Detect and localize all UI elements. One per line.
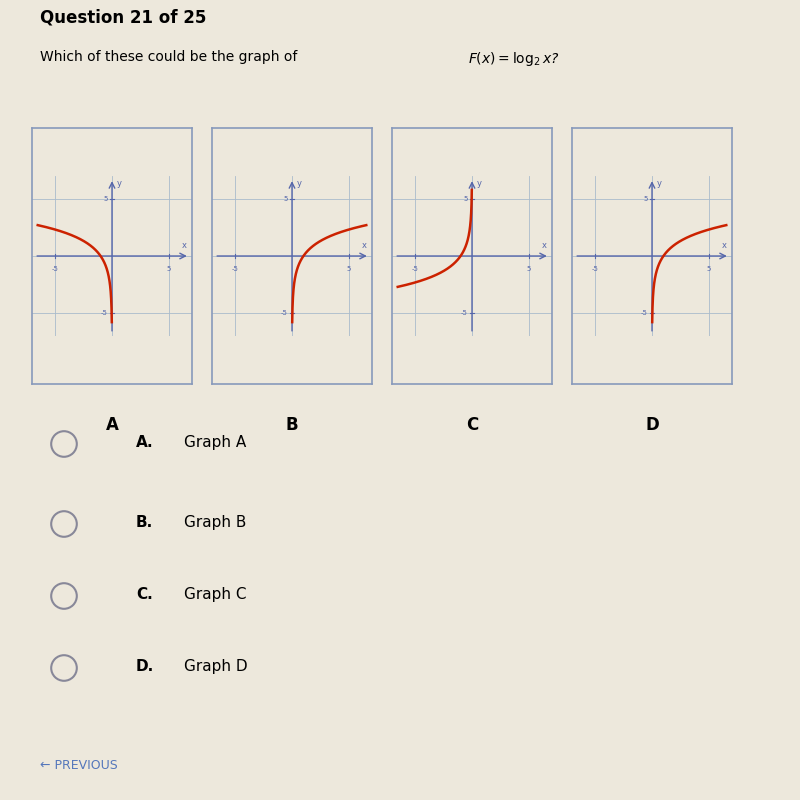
- Text: 5: 5: [707, 266, 711, 272]
- Text: D.: D.: [136, 659, 154, 674]
- Text: 5: 5: [643, 196, 647, 202]
- Text: y: y: [657, 179, 662, 189]
- Text: y: y: [477, 179, 482, 189]
- Text: -5: -5: [641, 310, 647, 316]
- Text: Graph C: Graph C: [184, 587, 246, 602]
- Text: Question 21 of 25: Question 21 of 25: [40, 8, 206, 26]
- Text: C: C: [466, 416, 478, 434]
- Text: y: y: [117, 179, 122, 189]
- Text: A.: A.: [136, 435, 154, 450]
- Text: D: D: [645, 416, 659, 434]
- Text: x: x: [542, 242, 546, 250]
- Text: -5: -5: [51, 266, 58, 272]
- Text: Graph A: Graph A: [184, 435, 246, 450]
- Text: -5: -5: [461, 310, 467, 316]
- Text: 5: 5: [347, 266, 351, 272]
- Text: B: B: [286, 416, 298, 434]
- Text: 5: 5: [283, 196, 287, 202]
- Text: -5: -5: [591, 266, 598, 272]
- Text: B.: B.: [136, 515, 154, 530]
- Text: 5: 5: [103, 196, 107, 202]
- Text: ← PREVIOUS: ← PREVIOUS: [40, 759, 118, 772]
- Text: -5: -5: [411, 266, 418, 272]
- Text: C.: C.: [136, 587, 153, 602]
- Text: 5: 5: [463, 196, 467, 202]
- Text: x: x: [182, 242, 186, 250]
- Text: 5: 5: [167, 266, 171, 272]
- Text: A: A: [106, 416, 118, 434]
- Text: x: x: [362, 242, 366, 250]
- Text: Graph B: Graph B: [184, 515, 246, 530]
- Text: Graph D: Graph D: [184, 659, 248, 674]
- Text: -5: -5: [281, 310, 287, 316]
- Text: -5: -5: [101, 310, 107, 316]
- Text: 5: 5: [527, 266, 531, 272]
- Text: Which of these could be the graph of: Which of these could be the graph of: [40, 50, 302, 64]
- Text: y: y: [297, 179, 302, 189]
- Text: $F(x) = \log_2 x$?: $F(x) = \log_2 x$?: [468, 50, 559, 68]
- Text: -5: -5: [231, 266, 238, 272]
- Text: x: x: [722, 242, 726, 250]
